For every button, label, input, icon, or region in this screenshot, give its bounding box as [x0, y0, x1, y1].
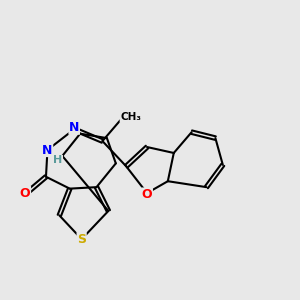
Text: N: N [69, 121, 80, 134]
Text: N: N [42, 143, 52, 157]
Text: O: O [142, 188, 152, 201]
Text: S: S [77, 233, 86, 246]
Text: O: O [20, 187, 31, 200]
Text: CH₃: CH₃ [120, 112, 141, 122]
Text: H: H [53, 155, 62, 165]
